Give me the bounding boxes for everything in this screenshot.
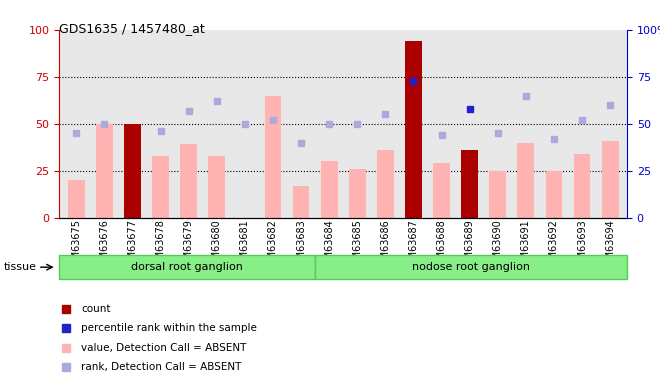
Bar: [574, 154, 591, 218]
Bar: [59, 255, 315, 279]
Text: tissue: tissue: [4, 262, 37, 272]
Bar: [209, 156, 225, 218]
Bar: [377, 150, 394, 217]
Bar: [517, 142, 535, 218]
Bar: [321, 161, 337, 218]
Bar: [602, 141, 618, 218]
Bar: [292, 186, 310, 218]
Text: dorsal root ganglion: dorsal root ganglion: [131, 262, 243, 272]
Text: value, Detection Call = ABSENT: value, Detection Call = ABSENT: [81, 343, 246, 353]
Text: percentile rank within the sample: percentile rank within the sample: [81, 323, 257, 333]
Bar: [461, 150, 478, 217]
Bar: [546, 171, 562, 217]
Bar: [349, 169, 366, 217]
Bar: [433, 163, 450, 218]
Text: GDS1635 / 1457480_at: GDS1635 / 1457480_at: [59, 22, 205, 36]
Text: rank, Detection Call = ABSENT: rank, Detection Call = ABSENT: [81, 362, 242, 372]
Bar: [315, 255, 627, 279]
Text: count: count: [81, 304, 110, 314]
Bar: [124, 124, 141, 218]
Bar: [405, 41, 422, 218]
Bar: [180, 144, 197, 218]
Text: nodose root ganglion: nodose root ganglion: [412, 262, 530, 272]
Bar: [68, 180, 84, 218]
Bar: [152, 156, 169, 218]
Bar: [96, 124, 113, 218]
Bar: [265, 96, 281, 218]
Bar: [489, 171, 506, 217]
